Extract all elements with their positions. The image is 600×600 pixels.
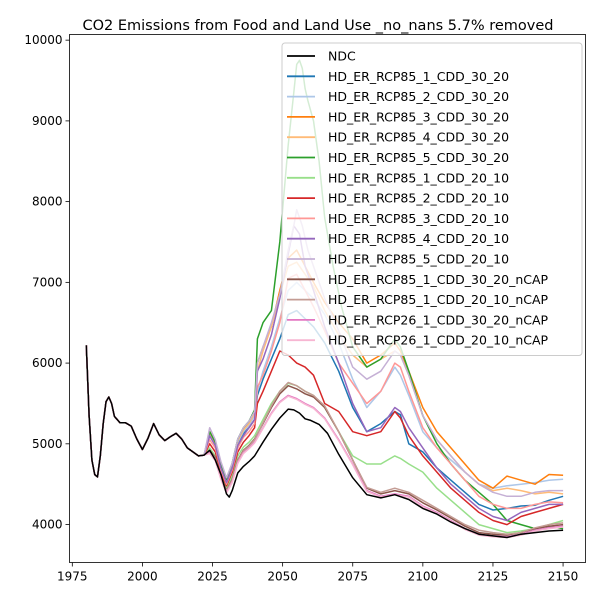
series-line-hd-er-rcp85-1-cdd-20-10-ncap [85, 345, 564, 535]
y-tick-label: 5000 [32, 437, 63, 451]
legend-label: HD_ER_RCP85_3_CDD_20_10 [328, 211, 509, 226]
series-line-ndc [85, 345, 564, 539]
legend-label: HD_ER_RCP85_1_CDD_20_10 [328, 170, 509, 185]
legend-label: HD_ER_RCP85_3_CDD_30_20 [328, 109, 509, 124]
y-tick-label: 4000 [32, 518, 63, 532]
series-line-hd-er-rcp85-2-cdd-20-10 [85, 345, 564, 526]
x-tick-label: 2050 [267, 570, 298, 584]
x-tick-label: 2125 [478, 570, 509, 584]
legend-label: HD_ER_RCP85_2_CDD_20_10 [328, 191, 509, 206]
x-tick-label: 1975 [57, 570, 88, 584]
legend-box [281, 42, 583, 356]
y-tick-label: 9000 [32, 114, 63, 128]
x-tick-label: 2000 [127, 570, 158, 584]
legend-label: HD_ER_RCP85_2_CDD_30_20 [328, 89, 509, 104]
x-tick-label: 2025 [197, 570, 228, 584]
legend-label: HD_ER_RCP85_1_CDD_30_20 [328, 69, 509, 84]
legend-label: HD_ER_RCP85_1_CDD_30_20_nCAP [328, 272, 549, 287]
x-axis: 1975 2000 2025 2050 2075 2100 2125 2150 [57, 562, 579, 584]
y-axis: 4000 5000 6000 7000 8000 9000 10000 [24, 33, 70, 532]
y-tick-label: 10000 [24, 33, 62, 47]
series-line-hd-er-rcp85-1-cdd-30-20-ncap [85, 345, 564, 536]
x-tick-label: 2075 [337, 570, 368, 584]
x-tick-label: 2100 [408, 570, 439, 584]
legend-label: HD_ER_RCP85_5_CDD_30_20 [328, 150, 509, 165]
series-line-hd-er-rcp26-1-cdd-30-20-ncap [85, 345, 564, 538]
plot-area [69, 34, 586, 563]
x-tick-label: 2150 [548, 570, 579, 584]
legend-label: HD_ER_RCP85_4_CDD_30_20 [328, 130, 509, 145]
legend-label: NDC [328, 49, 356, 64]
legend-label: HD_ER_RCP85_1_CDD_20_10_nCAP [328, 292, 549, 307]
legend-label: HD_ER_RCP85_4_CDD_20_10 [328, 231, 509, 246]
y-tick-label: 7000 [32, 275, 63, 289]
chart-title: CO2 Emissions from Food and Land Use _no… [82, 18, 553, 34]
legend: NDC HD_ER_RCP85_1_CDD_30_20 HD_ER_RCP85_2_… [281, 42, 583, 356]
y-tick-label: 6000 [32, 356, 63, 370]
y-tick-label: 8000 [32, 195, 63, 209]
series-line-hd-er-rcp85-1-cdd-20-10 [85, 345, 564, 534]
legend-label: HD_ER_RCP26_1_CDD_30_20_nCAP [328, 312, 549, 327]
legend-label: HD_ER_RCP26_1_CDD_20_10_nCAP [328, 333, 549, 348]
series-layer [85, 59, 564, 539]
legend-label: HD_ER_RCP85_5_CDD_20_10 [328, 252, 509, 267]
